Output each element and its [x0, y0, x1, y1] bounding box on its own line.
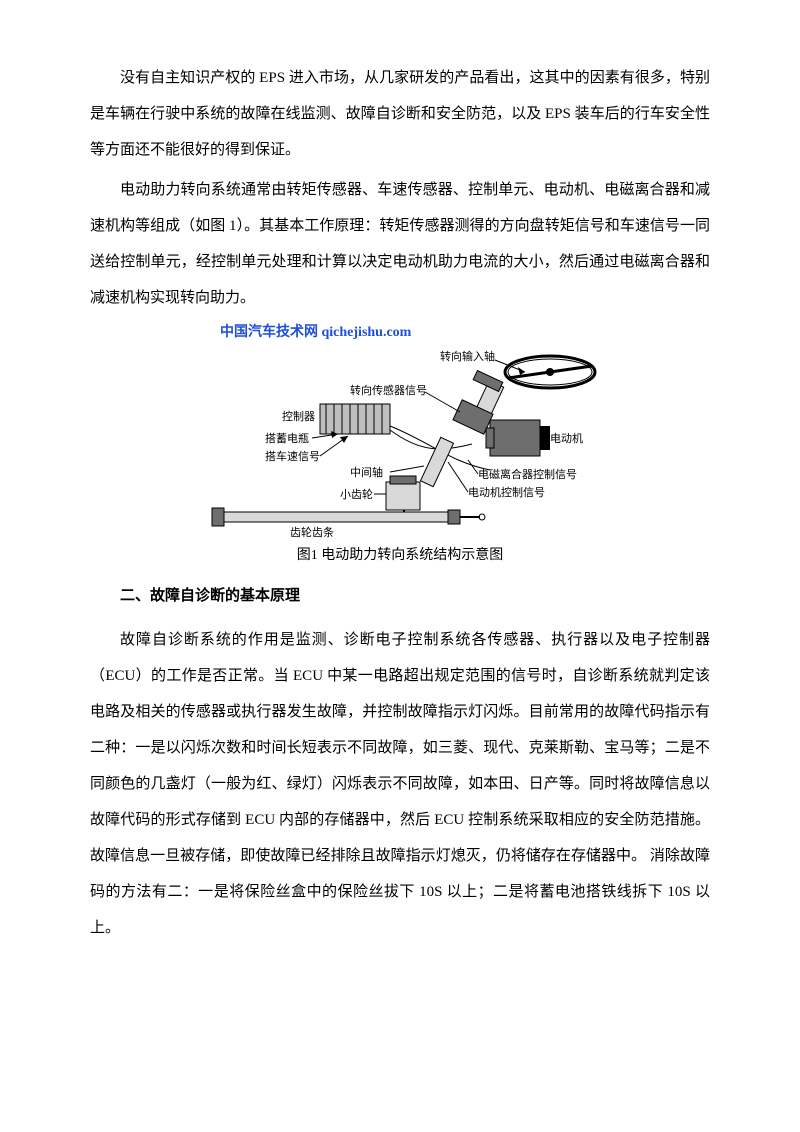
paragraph-1: 没有自主知识产权的 EPS 进入市场，从几家研发的产品看出，这其中的因素有很多，…	[90, 60, 710, 168]
label-steer-input: 转向输入轴	[440, 349, 495, 363]
rack-icon	[212, 508, 485, 526]
figure-watermark: 中国汽车技术网 qichejishu.com	[220, 326, 610, 340]
label-motor-signal: 电动机控制信号	[468, 485, 545, 499]
label-battery: 搭蓄电瓶	[265, 431, 309, 445]
motor-icon	[486, 420, 550, 456]
label-rack: 齿轮齿条	[290, 525, 334, 539]
label-speed-signal: 搭车速信号	[265, 449, 320, 463]
label-clutch-signal: 电磁离合器控制信号	[478, 467, 577, 481]
paragraph-2: 电动助力转向系统通常由转矩传感器、车速传感器、控制单元、电动机、电磁离合器和减速…	[90, 172, 710, 316]
figure-caption: 图1 电动助力转向系统结构示意图	[190, 546, 610, 566]
steering-wheel-icon	[505, 356, 595, 388]
pinion-icon	[386, 482, 420, 510]
label-torque-signal: 转向传感器信号	[350, 383, 427, 397]
label-controller: 控制器	[282, 409, 315, 423]
eps-structure-diagram: 转向输入轴 转向传感器信号	[190, 342, 610, 542]
label-pinion: 小齿轮	[340, 487, 373, 501]
paragraph-3: 故障自诊断系统的作用是监测、诊断电子控制系统各传感器、执行器以及电子控制器（EC…	[90, 622, 710, 946]
document-page: 没有自主知识产权的 EPS 进入市场，从几家研发的产品看出，这其中的因素有很多，…	[0, 0, 800, 1132]
figure-1: 中国汽车技术网 qichejishu.com 转向输入轴 转向传感器信号	[190, 326, 610, 566]
heading-2: 二、故障自诊断的基本原理	[90, 578, 710, 614]
label-motor: 电动机	[550, 431, 583, 445]
controller-icon	[320, 404, 390, 434]
label-mid-shaft: 中间轴	[350, 465, 383, 479]
